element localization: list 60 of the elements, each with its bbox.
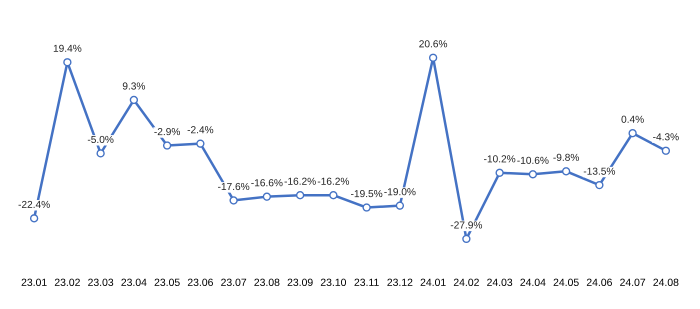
x-tick-label: 24.02 bbox=[454, 278, 479, 286]
data-label: -22.4% bbox=[18, 200, 50, 208]
x-tick-label: 24.04 bbox=[520, 278, 546, 286]
data-label: -4.3% bbox=[653, 133, 679, 140]
point bbox=[528, 170, 538, 178]
point bbox=[229, 196, 238, 205]
data-label: -9.8% bbox=[553, 154, 580, 161]
data-label: -2.4% bbox=[188, 126, 214, 134]
x-tick-label: 24.01 bbox=[420, 278, 446, 286]
x-tick-label: 23.11 bbox=[354, 278, 379, 286]
point bbox=[662, 146, 670, 155]
x-tick-label: 24.07 bbox=[620, 278, 646, 286]
point bbox=[362, 203, 371, 212]
data-label: 19.4% bbox=[54, 44, 82, 52]
x-tick-label: 23.10 bbox=[320, 278, 346, 286]
x-tick-label: 23.12 bbox=[387, 278, 412, 286]
point bbox=[196, 139, 205, 148]
data-label: -27.9% bbox=[450, 221, 482, 229]
point bbox=[628, 129, 637, 138]
x-tick-label: 23.01 bbox=[22, 278, 47, 286]
data-label: -10.6% bbox=[517, 156, 549, 164]
point bbox=[130, 96, 138, 104]
data-label: -10.2% bbox=[484, 155, 516, 162]
x-tick-label: 24.05 bbox=[554, 278, 579, 286]
x-tick-label: 23.03 bbox=[88, 278, 114, 286]
x-tick-label: 23.05 bbox=[154, 278, 180, 286]
point bbox=[296, 191, 304, 200]
data-label: -19.5% bbox=[351, 190, 382, 198]
point bbox=[396, 201, 404, 210]
point bbox=[428, 54, 438, 62]
point bbox=[595, 180, 604, 190]
x-tick-label: 23.06 bbox=[188, 278, 213, 286]
point bbox=[562, 167, 570, 176]
data-label: -16.6% bbox=[251, 179, 283, 186]
x-tick-label: 23.09 bbox=[288, 278, 313, 286]
x-tick-label: 24.06 bbox=[586, 278, 612, 286]
point bbox=[329, 191, 338, 200]
x-tick-label: 24.03 bbox=[487, 278, 512, 286]
x-tick-label: 23.08 bbox=[254, 278, 280, 286]
x-tick-label: 23.02 bbox=[54, 278, 80, 286]
data-label: 9.3% bbox=[122, 82, 146, 90]
x-tick-label: 23.04 bbox=[121, 278, 147, 286]
data-label: -5.0% bbox=[88, 136, 114, 144]
data-label: -2.9% bbox=[154, 128, 180, 136]
data-label: -13.5% bbox=[584, 168, 616, 175]
data-label: -19.0% bbox=[384, 188, 416, 196]
point bbox=[162, 141, 172, 150]
x-tick-label: 24.08 bbox=[653, 278, 678, 286]
data-label: -16.2% bbox=[318, 178, 350, 185]
x-tick-label: 23.07 bbox=[221, 278, 246, 286]
point bbox=[495, 168, 504, 177]
data-label: -16.2% bbox=[284, 178, 316, 185]
data-label: -17.6% bbox=[218, 182, 250, 190]
point bbox=[462, 234, 471, 244]
data-label: 0.4% bbox=[621, 116, 644, 123]
data-label: 20.6% bbox=[419, 40, 448, 48]
point bbox=[96, 149, 105, 158]
point bbox=[30, 214, 38, 223]
point bbox=[63, 58, 72, 66]
point bbox=[262, 192, 272, 201]
